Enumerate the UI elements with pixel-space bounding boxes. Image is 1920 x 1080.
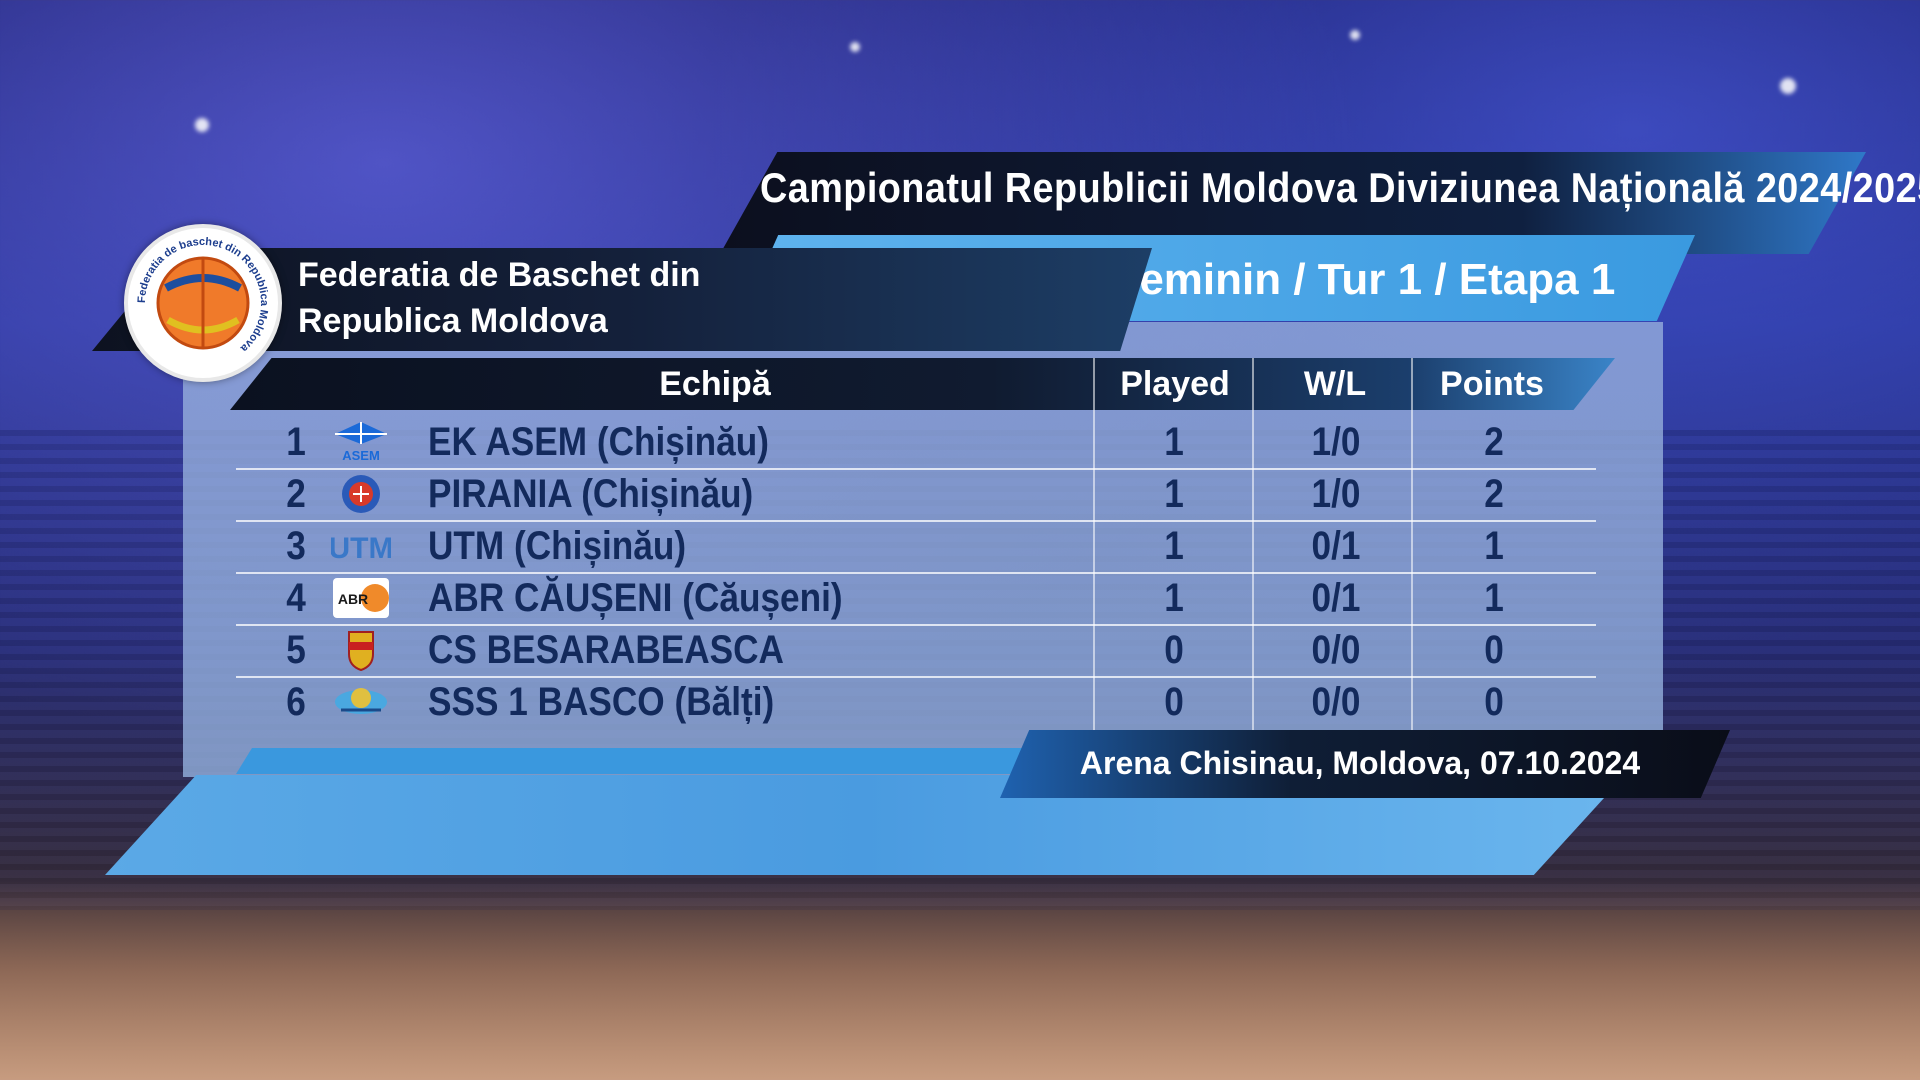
- utm-logo: UTM: [321, 520, 401, 572]
- points-cell: 1: [1484, 576, 1504, 620]
- table-row: 6 SSS 1 BASCO (Bălți) 0 0/0 0: [236, 676, 1596, 728]
- points-cell: 1: [1484, 524, 1504, 568]
- svg-text:UTM: UTM: [331, 532, 391, 565]
- federation-logo: Federatia de baschet din Republica Moldo…: [124, 224, 282, 382]
- team-name-cell: SSS 1 BASCO (Bălți): [428, 680, 775, 724]
- column-divider: [1252, 358, 1254, 736]
- arena-floor: [0, 880, 1920, 1080]
- points-cell: 2: [1484, 472, 1504, 516]
- basco-logo: [321, 676, 401, 728]
- table-header-bar: [230, 358, 1615, 410]
- arena-light: [195, 118, 209, 132]
- table-row: 3 UTM UTM (Chișinău) 1 0/1 1: [236, 520, 1596, 574]
- played-cell: 1: [1164, 576, 1184, 620]
- besarabeasca-logo: [321, 624, 401, 676]
- wl-cell: 0/1: [1311, 524, 1361, 568]
- table-row: 4 ABR ABR CĂUȘENI (Căușeni) 1 0/1 1: [236, 572, 1596, 626]
- asem-logo: ASEM: [321, 416, 401, 468]
- rank-cell: 5: [286, 628, 306, 672]
- column-header-played: Played: [1120, 365, 1230, 403]
- arena-light: [1780, 78, 1796, 94]
- played-cell: 1: [1164, 472, 1184, 516]
- pirania-logo: [321, 468, 401, 520]
- played-cell: 1: [1164, 420, 1184, 464]
- points-cell: 2: [1484, 420, 1504, 464]
- rank-cell: 3: [286, 524, 306, 568]
- wl-cell: 0/0: [1311, 680, 1361, 724]
- rank-cell: 2: [286, 472, 306, 516]
- bottom-blue-strip: [236, 748, 1036, 774]
- played-cell: 0: [1164, 680, 1184, 724]
- arena-light: [850, 42, 860, 52]
- table-row: 5 CS BESARABEASCA 0 0/0 0: [236, 624, 1596, 678]
- rank-cell: 6: [286, 680, 306, 724]
- abr-logo: ABR: [321, 572, 401, 624]
- played-cell: 1: [1164, 524, 1184, 568]
- team-name-cell: CS BESARABEASCA: [428, 628, 784, 672]
- arena-light: [1350, 30, 1360, 40]
- table-row: 2 PIRANIA (Chișinău) 1 1/0 2: [236, 468, 1596, 522]
- team-name-cell: PIRANIA (Chișinău): [428, 472, 754, 516]
- points-cell: 0: [1484, 680, 1504, 724]
- svg-text:ABR: ABR: [338, 591, 368, 607]
- federation-name-line1: Federatia de Baschet din: [298, 256, 701, 294]
- svg-text:ASEM: ASEM: [342, 448, 380, 463]
- rank-cell: 4: [286, 576, 306, 620]
- wl-cell: 0/1: [1311, 576, 1361, 620]
- column-divider: [1093, 358, 1095, 736]
- column-header-wl: W/L: [1303, 365, 1367, 403]
- team-name-cell: UTM (Chișinău): [428, 524, 687, 568]
- venue-banner: [1000, 730, 1730, 798]
- column-divider: [1411, 358, 1413, 736]
- rank-cell: 1: [286, 420, 306, 464]
- column-header-points: Points: [1440, 365, 1544, 403]
- points-cell: 0: [1484, 628, 1504, 672]
- played-cell: 0: [1164, 628, 1184, 672]
- table-row: 1 ASEM EK ASEM (Chișinău) 1 1/0 2: [236, 416, 1596, 470]
- championship-title: Campionatul Republicii Moldova Diviziune…: [760, 164, 1920, 211]
- wl-cell: 1/0: [1311, 420, 1361, 464]
- federation-name-line2: Republica Moldova: [298, 302, 608, 340]
- wl-cell: 1/0: [1311, 472, 1361, 516]
- round-subtitle: feminin / Tur 1 / Etapa 1: [1124, 255, 1616, 304]
- federation-name: Federatia de Baschet din Republica Moldo…: [298, 252, 718, 344]
- venue-date: Arena Chisinau, Moldova, 07.10.2024: [1079, 745, 1641, 781]
- wl-cell: 0/0: [1311, 628, 1361, 672]
- team-name-cell: EK ASEM (Chișinău): [428, 420, 769, 464]
- column-header-team: Echipă: [659, 365, 771, 403]
- team-name-cell: ABR CĂUȘENI (Căușeni): [428, 576, 843, 620]
